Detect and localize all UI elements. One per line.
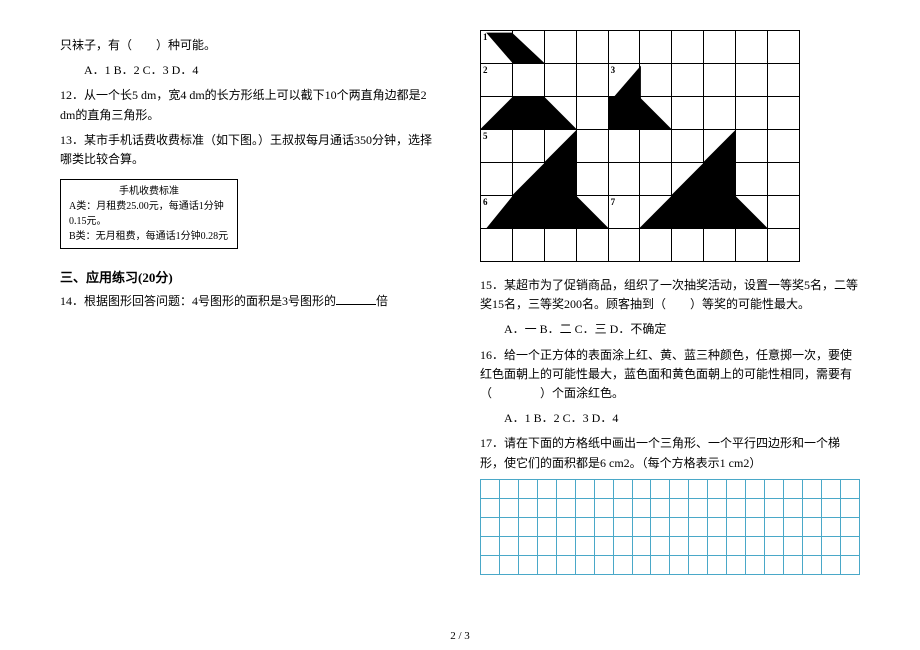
blank-underline <box>336 304 376 305</box>
question-13: 13．某市手机话费收费标准（如下图。）王叔叔每月通话350分钟，选择哪类比较合算… <box>60 131 440 169</box>
question-12: 12．从一个长5 dm，宽4 dm的长方形纸上可以截下10个两直角边都是2 dm… <box>60 86 440 124</box>
left-column: 只袜子，有（ ）种可能。 A．1 B．2 C．3 D．4 12．从一个长5 dm… <box>60 30 440 620</box>
question-17: 17．请在下面的方格纸中画出一个三角形、一个平行四边形和一个梯形，使它们的面积都… <box>480 434 860 472</box>
grid-label-2: 2 <box>483 65 488 75</box>
question-15-options: A．一 B．二 C．三 D．不确定 <box>480 320 860 339</box>
fee-plan-b: B类：无月租费，每通话1分钟0.28元 <box>69 229 229 244</box>
question-14: 14．根据图形回答问题：4号图形的面积是3号图形的 倍 <box>60 292 440 311</box>
question-14-suffix: 倍 <box>376 294 388 308</box>
question-15: 15．某超市为了促销商品，组织了一次抽奖活动，设置一等奖5名，二等奖15名，三等… <box>480 276 860 314</box>
question-16-options: A．1 B．2 C．3 D．4 <box>480 409 860 428</box>
fee-plan-a: A类：月租费25.00元，每通话1分钟0.15元。 <box>69 199 229 229</box>
grid-label-7: 7 <box>611 197 616 207</box>
fee-standard-box: 手机收费标准 A类：月租费25.00元，每通话1分钟0.15元。 B类：无月租费… <box>60 179 238 249</box>
shapes-grid-figure: 1 2 3 4 5 <box>480 30 860 262</box>
question-16: 16．给一个正方体的表面涂上红、黄、蓝三种颜色，任意掷一次，要使红色面朝上的可能… <box>480 346 860 404</box>
fee-title: 手机收费标准 <box>69 184 229 199</box>
question-socks-options: A．1 B．2 C．3 D．4 <box>60 61 440 80</box>
blank-answer-grid <box>480 479 860 575</box>
section-3-title: 三、应用练习(20分) <box>60 267 440 286</box>
right-column: 1 2 3 4 5 <box>480 30 860 620</box>
grid-label-5: 5 <box>483 131 488 141</box>
question-14-text: 14．根据图形回答问题：4号图形的面积是3号图形的 <box>60 294 336 308</box>
page-number: 2 / 3 <box>450 630 470 642</box>
shapes-grid: 1 2 3 4 5 <box>480 30 800 262</box>
question-socks: 只袜子，有（ ）种可能。 <box>60 36 440 55</box>
